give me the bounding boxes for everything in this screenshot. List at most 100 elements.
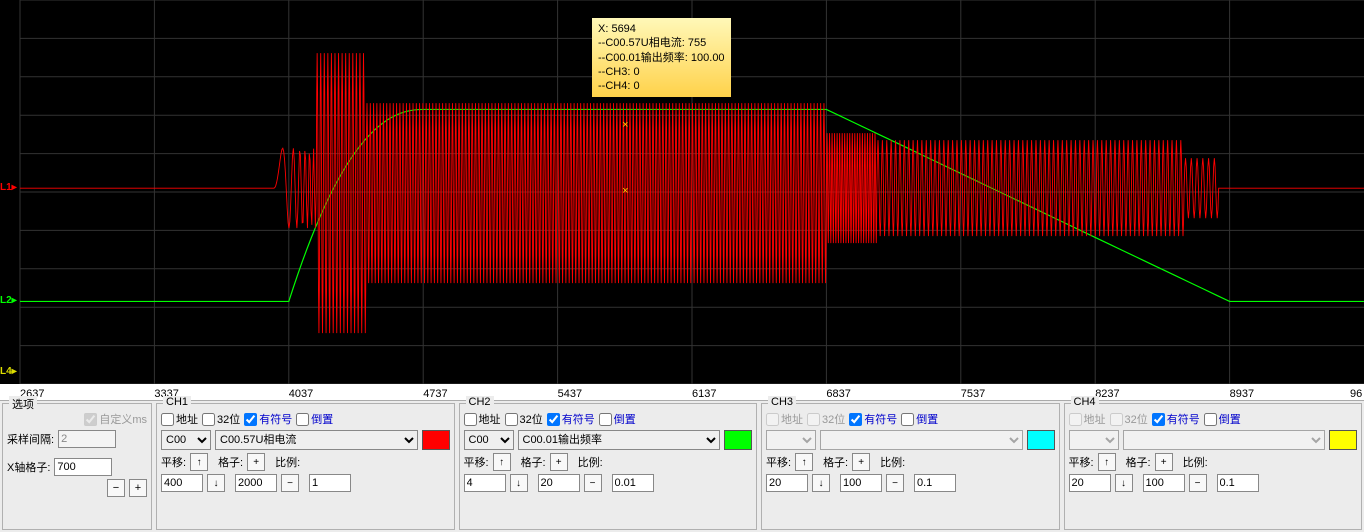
- shift-label: 平移:: [766, 454, 791, 470]
- shift-up-button[interactable]: ↑: [795, 453, 813, 471]
- shift-input[interactable]: [464, 474, 506, 492]
- bit32-checkbox[interactable]: 32位: [505, 411, 543, 427]
- ratio-label: 比例:: [578, 454, 603, 470]
- channel-panel-1: CH1 地址 32位 有符号 倒置 C00 C00.57U相电流 平移: ↑ 格…: [156, 403, 455, 530]
- options-panel: 选项 自定义ms 采样间隔: X轴格子: − +: [2, 403, 152, 530]
- svg-text:6137: 6137: [692, 388, 716, 400]
- svg-text:5437: 5437: [558, 388, 582, 400]
- channel-color-swatch[interactable]: [1329, 430, 1357, 450]
- shift-label: 平移:: [161, 454, 186, 470]
- svg-text:4737: 4737: [423, 388, 447, 400]
- invert-checkbox[interactable]: 倒置: [1204, 411, 1241, 427]
- grid-dec-button[interactable]: −: [1189, 474, 1207, 492]
- ratio-label: 比例:: [880, 454, 905, 470]
- options-title: 选项: [9, 396, 37, 412]
- marker-l2[interactable]: L2▸: [0, 295, 17, 306]
- shift-up-button[interactable]: ↑: [493, 453, 511, 471]
- ratio-input[interactable]: [309, 474, 351, 492]
- channel-panel-2: CH2 地址 32位 有符号 倒置 C00 C00.01输出频率 平移: ↑ 格…: [459, 403, 758, 530]
- grid-inc-button[interactable]: +: [550, 453, 568, 471]
- svg-text:96: 96: [1350, 388, 1362, 400]
- bit32-checkbox: 32位: [1110, 411, 1148, 427]
- shift-down-button[interactable]: ↓: [207, 474, 225, 492]
- svg-text:8237: 8237: [1095, 388, 1119, 400]
- signed-checkbox[interactable]: 有符号: [547, 411, 595, 427]
- x-grid-inc-button[interactable]: +: [129, 479, 147, 497]
- shift-up-button[interactable]: ↑: [1098, 453, 1116, 471]
- shift-input[interactable]: [766, 474, 808, 492]
- ch-title: CH3: [768, 396, 796, 408]
- invert-checkbox[interactable]: 倒置: [296, 411, 333, 427]
- shift-down-button[interactable]: ↓: [510, 474, 528, 492]
- reg-select[interactable]: C00.01输出频率: [518, 430, 721, 450]
- reg-select: [820, 430, 1023, 450]
- addr-checkbox[interactable]: 地址: [161, 411, 198, 427]
- ratio-label: 比例:: [275, 454, 300, 470]
- channel-color-swatch[interactable]: [724, 430, 752, 450]
- cursor-tooltip: X: 5694 --C00.57U相电流: 755 --C00.01输出频率: …: [592, 18, 731, 97]
- grid-label: 格子:: [823, 454, 848, 470]
- ch-title: CH1: [163, 396, 191, 408]
- grid-label: 格子:: [218, 454, 243, 470]
- bit32-checkbox: 32位: [807, 411, 845, 427]
- grid-dec-button[interactable]: −: [584, 474, 602, 492]
- grid-input[interactable]: [840, 474, 882, 492]
- reg-group-select: [766, 430, 816, 450]
- grid-inc-button[interactable]: +: [852, 453, 870, 471]
- signed-checkbox[interactable]: 有符号: [849, 411, 897, 427]
- control-panel: 选项 自定义ms 采样间隔: X轴格子: − + CH1 地址 32位 有符号 …: [0, 400, 1364, 532]
- marker-l4[interactable]: L4▸: [0, 366, 17, 377]
- shift-down-button[interactable]: ↓: [812, 474, 830, 492]
- custom-ms-checkbox: 自定义ms: [84, 411, 147, 427]
- ch-title: CH4: [1071, 396, 1099, 408]
- custom-ms-input: [84, 413, 97, 426]
- ch-title: CH2: [466, 396, 494, 408]
- shift-input[interactable]: [1069, 474, 1111, 492]
- waveform-chart[interactable]: 2637333740374737543761376837753782378937…: [0, 0, 1364, 400]
- ratio-label: 比例:: [1183, 454, 1208, 470]
- reg-select: [1123, 430, 1326, 450]
- grid-input[interactable]: [1143, 474, 1185, 492]
- marker-l1[interactable]: L1▸: [0, 182, 17, 193]
- addr-checkbox[interactable]: 地址: [464, 411, 501, 427]
- shift-down-button[interactable]: ↓: [1115, 474, 1133, 492]
- invert-checkbox[interactable]: 倒置: [599, 411, 636, 427]
- grid-inc-button[interactable]: +: [1155, 453, 1173, 471]
- grid-dec-button[interactable]: −: [281, 474, 299, 492]
- sample-interval-label: 采样间隔:: [7, 431, 54, 447]
- addr-checkbox: 地址: [766, 411, 803, 427]
- svg-text:×: ×: [622, 185, 628, 197]
- invert-checkbox[interactable]: 倒置: [901, 411, 938, 427]
- bit32-checkbox[interactable]: 32位: [202, 411, 240, 427]
- sample-interval-input: [58, 430, 116, 448]
- addr-checkbox: 地址: [1069, 411, 1106, 427]
- svg-text:6837: 6837: [826, 388, 850, 400]
- x-grid-label: X轴格子:: [7, 459, 50, 475]
- shift-input[interactable]: [161, 474, 203, 492]
- svg-text:7537: 7537: [961, 388, 985, 400]
- reg-group-select[interactable]: C00: [161, 430, 211, 450]
- channel-color-swatch[interactable]: [422, 430, 450, 450]
- ratio-input[interactable]: [1217, 474, 1259, 492]
- grid-input[interactable]: [538, 474, 580, 492]
- shift-label: 平移:: [1069, 454, 1094, 470]
- signed-checkbox[interactable]: 有符号: [244, 411, 292, 427]
- grid-label: 格子:: [1126, 454, 1151, 470]
- ratio-input[interactable]: [914, 474, 956, 492]
- grid-label: 格子:: [521, 454, 546, 470]
- reg-group-select[interactable]: C00: [464, 430, 514, 450]
- signed-checkbox[interactable]: 有符号: [1152, 411, 1200, 427]
- reg-group-select: [1069, 430, 1119, 450]
- grid-input[interactable]: [235, 474, 277, 492]
- channel-panel-4: CH4 地址 32位 有符号 倒置 平移: ↑ 格子: + 比例: ↓ −: [1064, 403, 1363, 530]
- ratio-input[interactable]: [612, 474, 654, 492]
- channel-color-swatch[interactable]: [1027, 430, 1055, 450]
- x-grid-input[interactable]: [54, 458, 112, 476]
- shift-up-button[interactable]: ↑: [190, 453, 208, 471]
- grid-dec-button[interactable]: −: [886, 474, 904, 492]
- x-grid-dec-button[interactable]: −: [107, 479, 125, 497]
- channel-panel-3: CH3 地址 32位 有符号 倒置 平移: ↑ 格子: + 比例: ↓ −: [761, 403, 1060, 530]
- grid-inc-button[interactable]: +: [247, 453, 265, 471]
- reg-select[interactable]: C00.57U相电流: [215, 430, 418, 450]
- svg-text:8937: 8937: [1230, 388, 1254, 400]
